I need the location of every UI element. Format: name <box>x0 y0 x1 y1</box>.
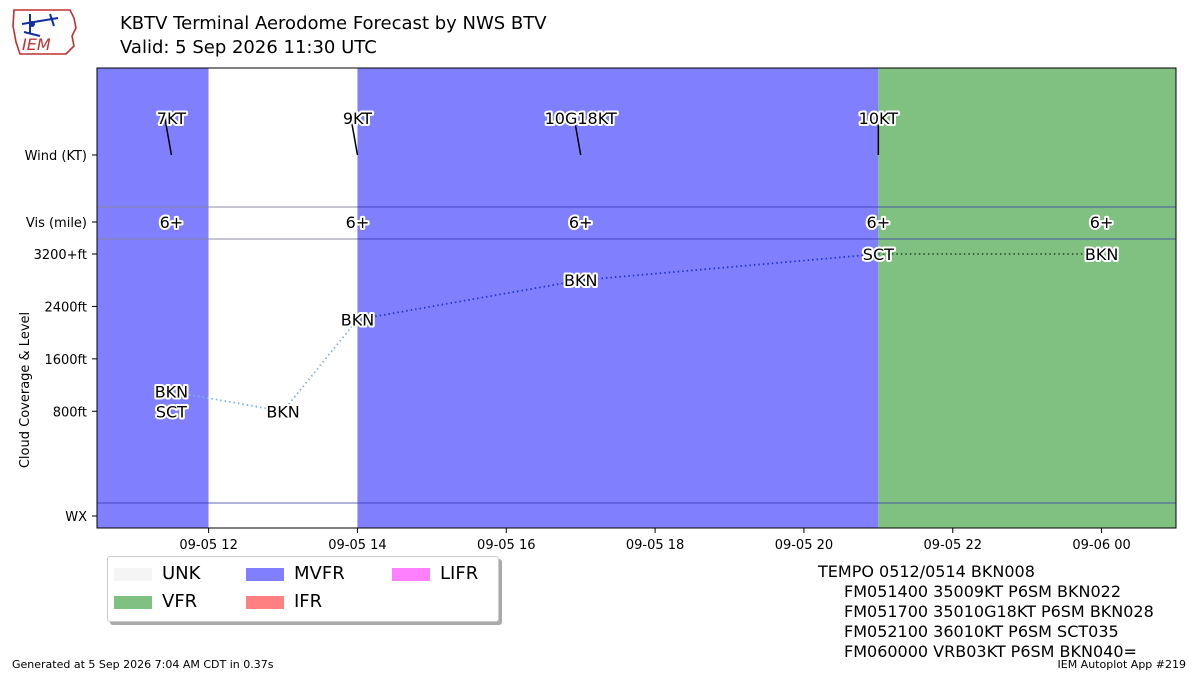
wind-label-halo: 9KT <box>343 109 372 128</box>
legend-label: IFR <box>294 591 323 612</box>
cloud-label: BKN <box>341 311 374 330</box>
app-footer: IEM Autoplot App #219 <box>1057 658 1187 671</box>
visibility-label-halo: 6+ <box>346 213 370 232</box>
y-tick-label: WX <box>65 510 87 525</box>
cloud-label-halo: BKN <box>564 271 597 290</box>
wind-label-halo: 10G18KT <box>545 109 617 128</box>
legend-swatch-vfr <box>114 595 152 609</box>
taf-raw-text: TEMPO 0512/0514 BKN008 FM051400 35009KT … <box>818 562 1154 662</box>
wind-label: 10G18KT <box>545 109 617 128</box>
cloud-label-halo: SCT <box>156 402 187 421</box>
taf-line: TEMPO 0512/0514 BKN008 <box>818 562 1035 581</box>
legend-swatch-mvfr <box>246 567 284 581</box>
visibility-label: 6+ <box>867 213 891 232</box>
x-tick-label: 09-05 22 <box>924 538 982 553</box>
flight-category-band-none <box>208 68 358 528</box>
visibility-label-halo: 6+ <box>160 213 184 232</box>
cloud-label: BKN <box>155 383 188 402</box>
legend-item-mvfr: MVFR <box>246 563 345 585</box>
cloud-label: SCT <box>156 402 187 421</box>
wind-label-halo: 7KT <box>157 109 186 128</box>
chart-title: KBTV Terminal Aerodome Forecast by NWS B… <box>120 13 547 34</box>
cloud-label-halo: BKN <box>341 311 374 330</box>
visibility-label-halo: 6+ <box>867 213 891 232</box>
cloud-label: BKN <box>1085 245 1118 264</box>
visibility-label: 6+ <box>1090 213 1114 232</box>
legend: UNK MVFR LIFR VFR IFR <box>107 556 499 622</box>
x-tick-label: 09-05 16 <box>477 538 535 553</box>
x-tick-label: 09-05 20 <box>775 538 833 553</box>
cloud-label-halo: BKN <box>1085 245 1118 264</box>
taf-line: FM060000 VRB03KT P6SM BKN040= <box>844 642 1137 661</box>
wind-barb <box>350 117 359 156</box>
legend-swatch-unk <box>114 567 152 581</box>
legend-swatch-ifr <box>246 595 284 609</box>
taf-line: FM051700 35010G18KT P6SM BKN028 <box>844 602 1154 621</box>
y-tick-label: Wind (KT) <box>25 149 87 164</box>
x-tick-label: 09-06 00 <box>1072 538 1130 553</box>
y-axis-label: Cloud Coverage & Level <box>18 312 33 468</box>
y-tick-label: 3200+ft <box>34 248 87 263</box>
flight-category-band-mvfr <box>97 68 209 528</box>
wind-label: 7KT <box>157 109 186 128</box>
legend-swatch-lifr <box>392 567 430 581</box>
y-tick-label: Vis (mile) <box>26 216 87 231</box>
wind-barb <box>164 117 173 156</box>
visibility-label: 6+ <box>160 213 184 232</box>
y-tick-label: 1600ft <box>44 353 87 368</box>
taf-line: FM052100 36010KT P6SM SCT035 <box>844 622 1119 641</box>
visibility-label-halo: 6+ <box>1090 213 1114 232</box>
visibility-label-halo: 6+ <box>569 213 593 232</box>
wind-barb <box>573 117 582 156</box>
legend-label: UNK <box>162 563 201 584</box>
visibility-label: 6+ <box>569 213 593 232</box>
legend-label: VFR <box>162 591 198 612</box>
cloud-trend-line <box>171 390 284 413</box>
flight-category-band-mvfr <box>357 68 879 528</box>
y-tick-label: 800ft <box>53 405 87 420</box>
cloud-label: BKN <box>266 402 299 421</box>
legend-item-unk: UNK <box>114 563 200 585</box>
generated-footer: Generated at 5 Sep 2026 7:04 AM CDT in 0… <box>12 658 274 671</box>
x-tick-label: 09-05 12 <box>179 538 237 553</box>
plot-frame <box>96 67 1177 529</box>
cloud-label: BKN <box>564 271 597 290</box>
chart-valid-time: Valid: 5 Sep 2026 11:30 UTC <box>120 37 377 58</box>
x-tick-label: 09-05 18 <box>626 538 684 553</box>
logo-text: IEM <box>22 35 51 54</box>
legend-item-lifr: LIFR <box>392 563 478 585</box>
visibility-label: 6+ <box>346 213 370 232</box>
legend-item-vfr: VFR <box>114 591 197 613</box>
legend-label: MVFR <box>294 563 345 584</box>
cloud-trend-line <box>282 318 359 412</box>
legend-item-ifr: IFR <box>246 591 322 613</box>
cloud-label-halo: BKN <box>155 383 188 402</box>
wind-label-halo: 10KT <box>859 109 899 128</box>
cloud-label-halo: BKN <box>266 402 299 421</box>
iem-logo: IEM <box>12 9 77 55</box>
taf-line: FM051400 35009KT P6SM BKN022 <box>844 582 1122 601</box>
wind-label: 10KT <box>859 109 899 128</box>
legend-label: LIFR <box>440 563 479 584</box>
iowa-state-outline <box>12 9 77 55</box>
cloud-label: SCT <box>863 245 894 264</box>
wind-label: 9KT <box>343 109 372 128</box>
taf-chart: 09-05 12 09-05 14 09-05 16 09-05 18 09-05 20… <box>18 67 1177 553</box>
flight-category-band-vfr <box>878 68 1176 528</box>
cloud-label-halo: SCT <box>863 245 894 264</box>
y-tick-label: 2400ft <box>44 300 87 315</box>
x-tick-label: 09-05 14 <box>328 538 386 553</box>
